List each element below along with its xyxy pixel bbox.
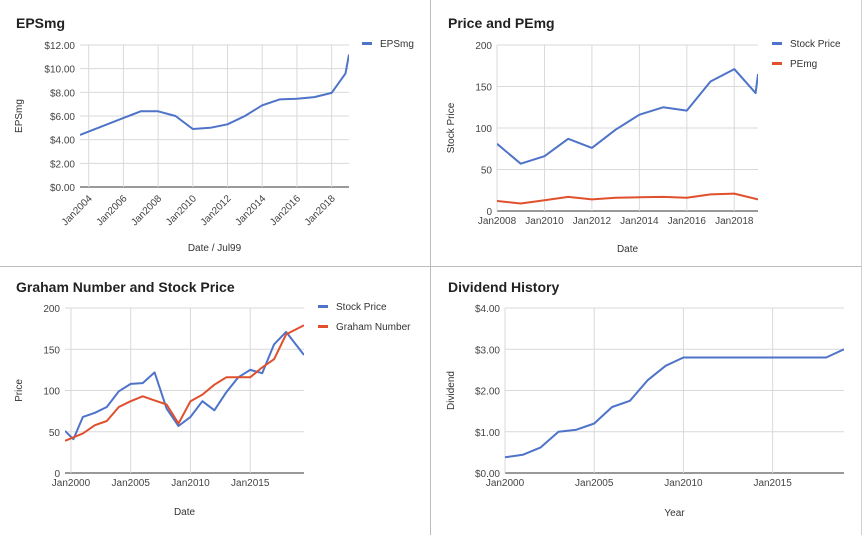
legend-label-pemg: PEmg [790, 59, 817, 70]
legend-swatch-stock-price [772, 42, 782, 45]
chart-panel-dividend: Dividend History $0.00 $1.00 $2.00 $3.00 $4.0… [432, 268, 862, 535]
x-tick-label: Jan2000 [486, 478, 525, 489]
y-tick-label: 50 [481, 166, 493, 177]
y-axis-label: Price [14, 379, 25, 402]
dividend-chart: Dividend History $0.00 $1.00 $2.00 $3.00 $4.0… [446, 279, 844, 519]
legend-swatch-pemg [772, 62, 782, 65]
series-line-epsmg [80, 54, 349, 136]
x-tick-label: Jan2015 [753, 478, 792, 489]
y-tick-label: $6.00 [50, 112, 75, 123]
chart-panel-price-pe: Price and PEmg 0 50 100 150 200 Jan2008 Jan2010… [432, 0, 862, 266]
series-line-graham-number [65, 324, 304, 442]
x-tick-label: Jan2010 [664, 478, 703, 489]
panel-divider-horizontal [0, 266, 862, 267]
y-axis-label: EPSmg [14, 99, 25, 133]
y-tick-label: 200 [475, 41, 492, 52]
x-tick-label: Jan2014 [620, 216, 659, 227]
x-tick-label: Jan2008 [478, 216, 517, 227]
eps-chart: EPSmg $0.00 $2.00 $4.00 $6.00 $8.00 $10.00 $12.… [14, 15, 414, 254]
y-tick-label: $4.00 [475, 304, 500, 315]
y-tick-label: $1.00 [475, 428, 500, 439]
x-tick-label: Jan2016 [268, 193, 303, 228]
y-tick-label: $0.00 [475, 469, 500, 480]
x-axis-label: Date [174, 507, 196, 518]
series-line-stock-price [65, 330, 304, 441]
x-tick-label: Jan2005 [575, 478, 614, 489]
chart-panel-graham: Graham Number and Stock Price 0 50 100 150 20… [0, 268, 430, 535]
x-tick-label: Jan2010 [164, 193, 199, 228]
y-tick-label: 0 [54, 469, 60, 480]
y-tick-label: 150 [43, 345, 60, 356]
x-axis-label: Date [617, 244, 639, 255]
x-tick-label: Jan2000 [52, 478, 91, 489]
legend-swatch-stock-price [318, 305, 328, 308]
series-line-dividend [505, 348, 844, 459]
chart-panel-eps: EPSmg $0.00 $2.00 $4.00 $6.00 $8.00 $10.00 $12.… [0, 0, 430, 266]
y-tick-label: 100 [43, 387, 60, 398]
legend-swatch-graham-number [318, 325, 328, 328]
x-axis-label: Date / Jul99 [188, 243, 242, 254]
x-axis-label: Year [664, 508, 685, 519]
legend-swatch-epsmg [362, 42, 372, 45]
y-tick-label: 150 [475, 83, 492, 94]
legend-label-stock-price: Stock Price [790, 39, 841, 50]
price-pe-chart: Price and PEmg 0 50 100 150 200 Jan2008 Jan2010… [446, 15, 841, 255]
y-axis-label: Stock Price [446, 102, 457, 153]
series-line-pemg [497, 192, 758, 205]
x-tick-label: Jan2015 [231, 478, 270, 489]
chart-title: EPSmg [16, 15, 65, 31]
x-tick-label: Jan2018 [303, 193, 338, 228]
series-line-stock-price [497, 68, 758, 165]
y-tick-label: 50 [49, 428, 61, 439]
y-tick-label: $2.00 [475, 387, 500, 398]
x-tick-label: Jan2010 [171, 478, 210, 489]
x-tick-label: Jan2014 [233, 193, 268, 228]
y-tick-label: $3.00 [475, 345, 500, 356]
graham-chart: Graham Number and Stock Price 0 50 100 150 20… [14, 279, 411, 518]
y-tick-label: $10.00 [44, 65, 75, 76]
x-tick-label: Jan2008 [129, 193, 164, 228]
x-tick-label: Jan2010 [525, 216, 564, 227]
chart-title: Graham Number and Stock Price [16, 279, 235, 295]
x-tick-label: Jan2016 [668, 216, 707, 227]
y-tick-label: $2.00 [50, 159, 75, 170]
y-tick-label: $4.00 [50, 136, 75, 147]
x-tick-label: Jan2005 [112, 478, 151, 489]
panel-divider-vertical [430, 0, 431, 535]
y-tick-label: 100 [475, 124, 492, 135]
x-tick-label: Jan2006 [95, 193, 130, 228]
chart-title: Price and PEmg [448, 15, 555, 31]
x-tick-label: Jan2018 [715, 216, 754, 227]
x-tick-label: Jan2012 [199, 193, 234, 228]
chart-title: Dividend History [448, 279, 559, 295]
y-tick-label: 0 [486, 207, 492, 218]
y-tick-label: $12.00 [44, 41, 75, 52]
y-tick-label: $0.00 [50, 183, 75, 194]
x-tick-label: Jan2004 [60, 193, 95, 228]
y-tick-label: $8.00 [50, 88, 75, 99]
legend-label-stock-price: Stock Price [336, 302, 387, 313]
legend-label-graham-number: Graham Number [336, 322, 411, 333]
x-tick-label: Jan2012 [573, 216, 612, 227]
y-tick-label: 200 [43, 304, 60, 315]
legend-label-epsmg: EPSmg [380, 39, 414, 50]
y-axis-label: Dividend [446, 371, 457, 410]
